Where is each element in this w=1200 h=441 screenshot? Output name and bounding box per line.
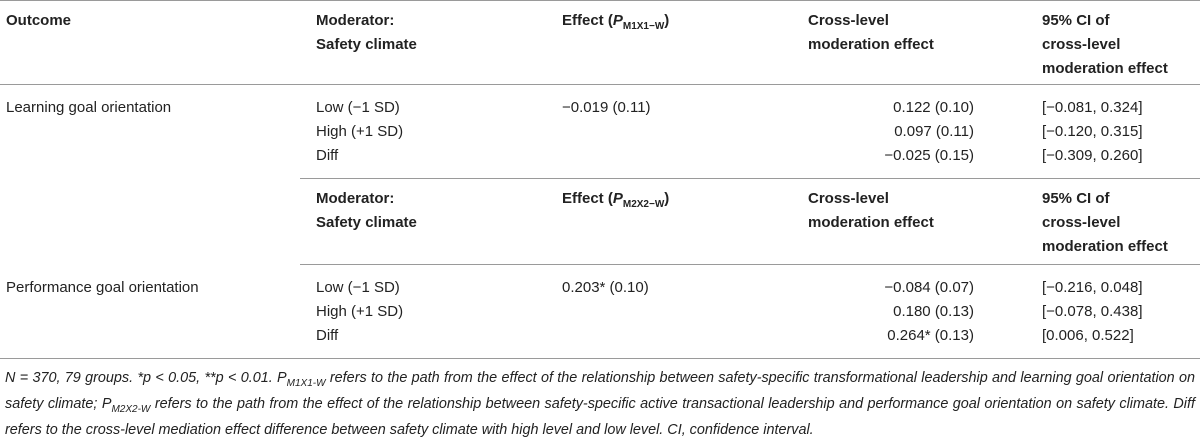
table-row: Performance goal orientation Low (−1 SD)…	[0, 265, 1200, 301]
effect-cell	[548, 120, 796, 144]
header-moderator: Moderator: Safety climate	[300, 0, 548, 85]
subheader-cross-line1: Cross-level	[808, 190, 889, 207]
header-ci-line2: cross-level	[1042, 36, 1121, 53]
subheader-effect-prefix: Effect (	[562, 190, 613, 207]
subheader-effect-subscript: M2X2−W	[622, 199, 665, 210]
table-row: High (+1 SD) 0.180 (0.13) [−0.078, 0.438…	[0, 300, 1200, 324]
table-row: Learning goal orientation Low (−1 SD) −0…	[0, 85, 1200, 121]
header-effect-symbol: P	[612, 12, 623, 29]
header-effect-suffix: )	[664, 12, 670, 29]
header-effect-subscript: M1X1−W	[622, 21, 665, 32]
header-cross-line2: moderation effect	[808, 36, 934, 53]
header-ci: 95% CI of cross-level moderation effect	[1036, 0, 1200, 85]
cross-level-cell: 0.097 (0.11)	[894, 123, 974, 140]
cross-level-cell: 0.180 (0.13)	[893, 303, 974, 320]
subheader-moderator: Moderator: Safety climate	[300, 178, 548, 265]
moderator-cell: Diff	[300, 324, 548, 359]
header-effect-prefix: Effect (	[562, 12, 613, 29]
moderator-cell: High (+1 SD)	[316, 123, 404, 140]
table-subheader-row: Moderator: Safety climate Effect (PM2X2−…	[0, 178, 1200, 265]
header-ci-line1: 95% CI of	[1042, 12, 1110, 29]
ci-cell: [−0.120, 0.315]	[1042, 123, 1143, 140]
header-cross-level: Cross-level moderation effect	[796, 0, 1036, 85]
cross-level-cell: −0.025 (0.15)	[884, 147, 974, 164]
footnote-subscript1: M1X1-W	[286, 377, 326, 389]
moderator-cell: High (+1 SD)	[316, 303, 404, 320]
subheader-cross-line2: moderation effect	[808, 214, 934, 231]
outcome-cell-empty	[0, 120, 300, 144]
subheader-effect-symbol: P	[612, 190, 623, 207]
cross-level-cell: 0.122 (0.10)	[893, 99, 974, 116]
cross-level-cell: −0.084 (0.07)	[884, 279, 974, 296]
results-table-container: Outcome Moderator: Safety climate Effect…	[0, 0, 1200, 359]
subheader-ci-line3: moderation effect	[1042, 238, 1168, 255]
footnote-part2: refers to the path from the effect of th…	[5, 370, 1195, 412]
effect-cell: 0.203* (0.10)	[562, 279, 649, 296]
table-header-row: Outcome Moderator: Safety climate Effect…	[0, 0, 1200, 85]
cross-level-cell: 0.264* (0.13)	[796, 324, 1036, 359]
footnote-part1: N = 370, 79 groups. *p < 0.05, **p < 0.0…	[5, 370, 287, 386]
outcome-cell-empty	[0, 300, 300, 324]
moderator-cell: Diff	[316, 147, 339, 164]
subheader-effect-suffix: )	[664, 190, 670, 207]
effect-cell	[548, 324, 796, 359]
ci-cell: [−0.309, 0.260]	[1042, 147, 1143, 164]
ci-cell: [−0.078, 0.438]	[1042, 303, 1143, 320]
header-effect: Effect (PM1X1−W)	[548, 0, 796, 85]
moderator-cell: Low (−1 SD)	[316, 99, 400, 116]
header-outcome-label: Outcome	[6, 12, 72, 29]
outcome-cell: Learning goal orientation	[6, 99, 172, 116]
table-row: High (+1 SD) 0.097 (0.11) [−0.120, 0.315…	[0, 120, 1200, 144]
header-ci-line3: moderation effect	[1042, 60, 1168, 77]
ci-cell: [−0.216, 0.048]	[1042, 279, 1143, 296]
footnote-part3: refers to the path from the effect of th…	[5, 395, 1195, 438]
table-footnote: N = 370, 79 groups. *p < 0.05, **p < 0.0…	[5, 368, 1195, 441]
subheader-effect: Effect (PM2X2−W)	[548, 178, 796, 265]
ci-cell: [−0.081, 0.324]	[1042, 99, 1143, 116]
subheader-ci: 95% CI of cross-level moderation effect	[1036, 178, 1200, 265]
effect-cell: −0.019 (0.11)	[562, 99, 651, 116]
subheader-moderator-line2: Safety climate	[316, 214, 417, 231]
footnote-subscript2: M2X2-W	[111, 403, 151, 415]
moderator-cell: Low (−1 SD)	[316, 279, 400, 296]
table-row: Diff 0.264* (0.13) [0.006, 0.522]	[0, 324, 1200, 359]
subheader-cross-level: Cross-level moderation effect	[796, 178, 1036, 265]
moderation-results-table: Outcome Moderator: Safety climate Effect…	[0, 0, 1200, 359]
header-outcome: Outcome	[0, 0, 300, 85]
header-cross-line1: Cross-level	[808, 12, 889, 29]
table-row: Diff −0.025 (0.15) [−0.309, 0.260]	[0, 144, 1200, 179]
subheader-ci-line1: 95% CI of	[1042, 190, 1110, 207]
header-moderator-line1: Moderator:	[316, 12, 395, 29]
subheader-moderator-line1: Moderator:	[316, 190, 395, 207]
subheader-ci-line2: cross-level	[1042, 214, 1121, 231]
outcome-cell-empty	[0, 144, 300, 179]
header-moderator-line2: Safety climate	[316, 36, 417, 53]
outcome-cell: Performance goal orientation	[6, 278, 199, 296]
ci-cell: [0.006, 0.522]	[1036, 324, 1200, 359]
effect-cell	[548, 300, 796, 324]
subheader-blank	[0, 179, 300, 265]
outcome-cell-empty	[0, 324, 300, 359]
effect-cell	[548, 144, 796, 179]
